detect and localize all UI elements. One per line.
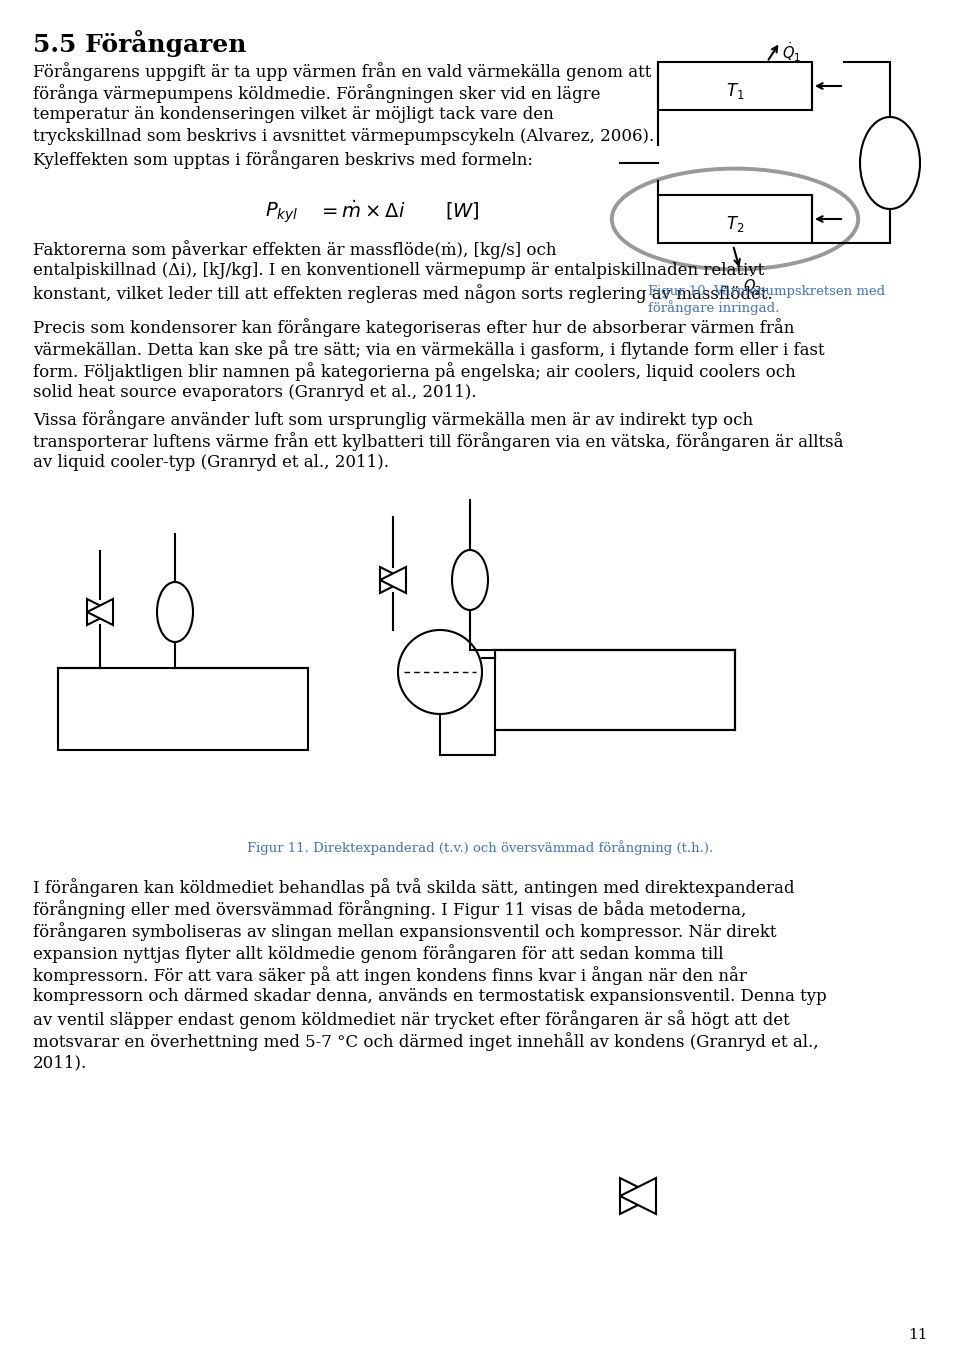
Text: förånga värmepumpens köldmedie. Förångningen sker vid en lägre: förånga värmepumpens köldmedie. Förångni… — [33, 84, 601, 103]
Text: 5.5 Förångaren: 5.5 Förångaren — [33, 30, 247, 57]
Polygon shape — [620, 1178, 656, 1214]
Text: konstant, vilket leder till att effekten regleras med någon sorts reglering av m: konstant, vilket leder till att effekten… — [33, 284, 773, 303]
Text: kompressorn och därmed skadar denna, används en termostatisk expansionsventil. D: kompressorn och därmed skadar denna, anv… — [33, 988, 827, 1006]
Text: transporterar luftens värme från ett kylbatteri till förångaren via en vätska, f: transporterar luftens värme från ett kyl… — [33, 432, 844, 451]
Bar — [658, 194, 812, 243]
Text: $[W]$: $[W]$ — [445, 200, 480, 222]
Text: förångaren symboliseras av slingan mellan expansionsventil och kompressor. När d: förångaren symboliseras av slingan mella… — [33, 921, 777, 940]
Text: förångning eller med översvämmad förångning. I Figur 11 visas de båda metoderna,: förångning eller med översvämmad förångn… — [33, 900, 746, 919]
Text: $\dot{Q}_2$: $\dot{Q}_2$ — [743, 273, 762, 296]
Bar — [58, 669, 308, 750]
Text: kompressorn. För att vara säker på att ingen kondens finns kvar i ångan när den : kompressorn. För att vara säker på att i… — [33, 966, 747, 985]
Text: av ventil släpper endast genom köldmediet när trycket efter förångaren är så hög: av ventil släpper endast genom köldmedie… — [33, 1010, 790, 1029]
Text: $= \dot{m} \times \Delta i$: $= \dot{m} \times \Delta i$ — [318, 200, 405, 222]
Text: $T_1$: $T_1$ — [726, 82, 744, 101]
Text: form. Följaktligen blir namnen på kategorierna på engelska; air coolers, liquid : form. Följaktligen blir namnen på katego… — [33, 361, 796, 381]
Text: solid heat source evaporators (Granryd et al., 2011).: solid heat source evaporators (Granryd e… — [33, 385, 476, 401]
Bar — [658, 63, 812, 110]
Text: $T_2$: $T_2$ — [726, 213, 744, 234]
Polygon shape — [87, 599, 113, 625]
Text: motsvarar en överhettning med 5-7 °C och därmed inget innehåll av kondens (Granr: motsvarar en överhettning med 5-7 °C och… — [33, 1031, 819, 1051]
Text: $P_{kyl}$: $P_{kyl}$ — [265, 200, 299, 224]
Text: Faktorerna som påverkar effekten är massflöde(ṁ), [kg/s] och: Faktorerna som påverkar effekten är mass… — [33, 241, 557, 260]
Polygon shape — [380, 567, 406, 593]
Text: temperatur än kondenseringen vilket är möjligt tack vare den: temperatur än kondenseringen vilket är m… — [33, 106, 554, 124]
Text: entalpiskillnad (Δi), [kJ/kg]. I en konventionell värmepump är entalpiskillnaden: entalpiskillnad (Δi), [kJ/kg]. I en konv… — [33, 262, 764, 279]
Text: Kyleffekten som upptas i förångaren beskrivs med formeln:: Kyleffekten som upptas i förångaren besk… — [33, 149, 533, 169]
Polygon shape — [620, 1178, 656, 1214]
Text: värmekällan. Detta kan ske på tre sätt; via en värmekälla i gasform, i flytande : värmekällan. Detta kan ske på tre sätt; … — [33, 340, 825, 359]
Text: $\dot{Q}_1$: $\dot{Q}_1$ — [782, 39, 802, 64]
Text: 11: 11 — [908, 1328, 928, 1341]
Text: tryckskillnad som beskrivs i avsnittet värmepumpscykeln (Alvarez, 2006).: tryckskillnad som beskrivs i avsnittet v… — [33, 128, 655, 145]
Text: av liquid cooler-typ (Granryd et al., 2011).: av liquid cooler-typ (Granryd et al., 20… — [33, 454, 389, 472]
Text: expansion nyttjas flyter allt köldmedie genom förångaren för att sedan komma til: expansion nyttjas flyter allt köldmedie … — [33, 945, 724, 964]
Text: Figur 10. Värmepumpskretsen med
förångare inringad.: Figur 10. Värmepumpskretsen med förångar… — [648, 285, 885, 315]
Text: Förångarens uppgift är ta upp värmen från en vald värmekälla genom att: Förångarens uppgift är ta upp värmen frå… — [33, 63, 652, 82]
Polygon shape — [380, 567, 406, 593]
Text: I förångaren kan köldmediet behandlas på två skilda sätt, antingen med direktexp: I förångaren kan köldmediet behandlas på… — [33, 878, 795, 897]
Text: 2011).: 2011). — [33, 1055, 87, 1071]
Text: Vissa förångare använder luft som ursprunglig värmekälla men är av indirekt typ : Vissa förångare använder luft som urspru… — [33, 410, 754, 429]
Text: Precis som kondensorer kan förångare kategoriseras efter hur de absorberar värme: Precis som kondensorer kan förångare kat… — [33, 318, 794, 337]
Text: Figur 11. Direktexpanderad (t.v.) och översvämmad förångning (t.h.).: Figur 11. Direktexpanderad (t.v.) och öv… — [247, 840, 713, 855]
Bar — [495, 650, 735, 730]
Polygon shape — [87, 599, 113, 625]
